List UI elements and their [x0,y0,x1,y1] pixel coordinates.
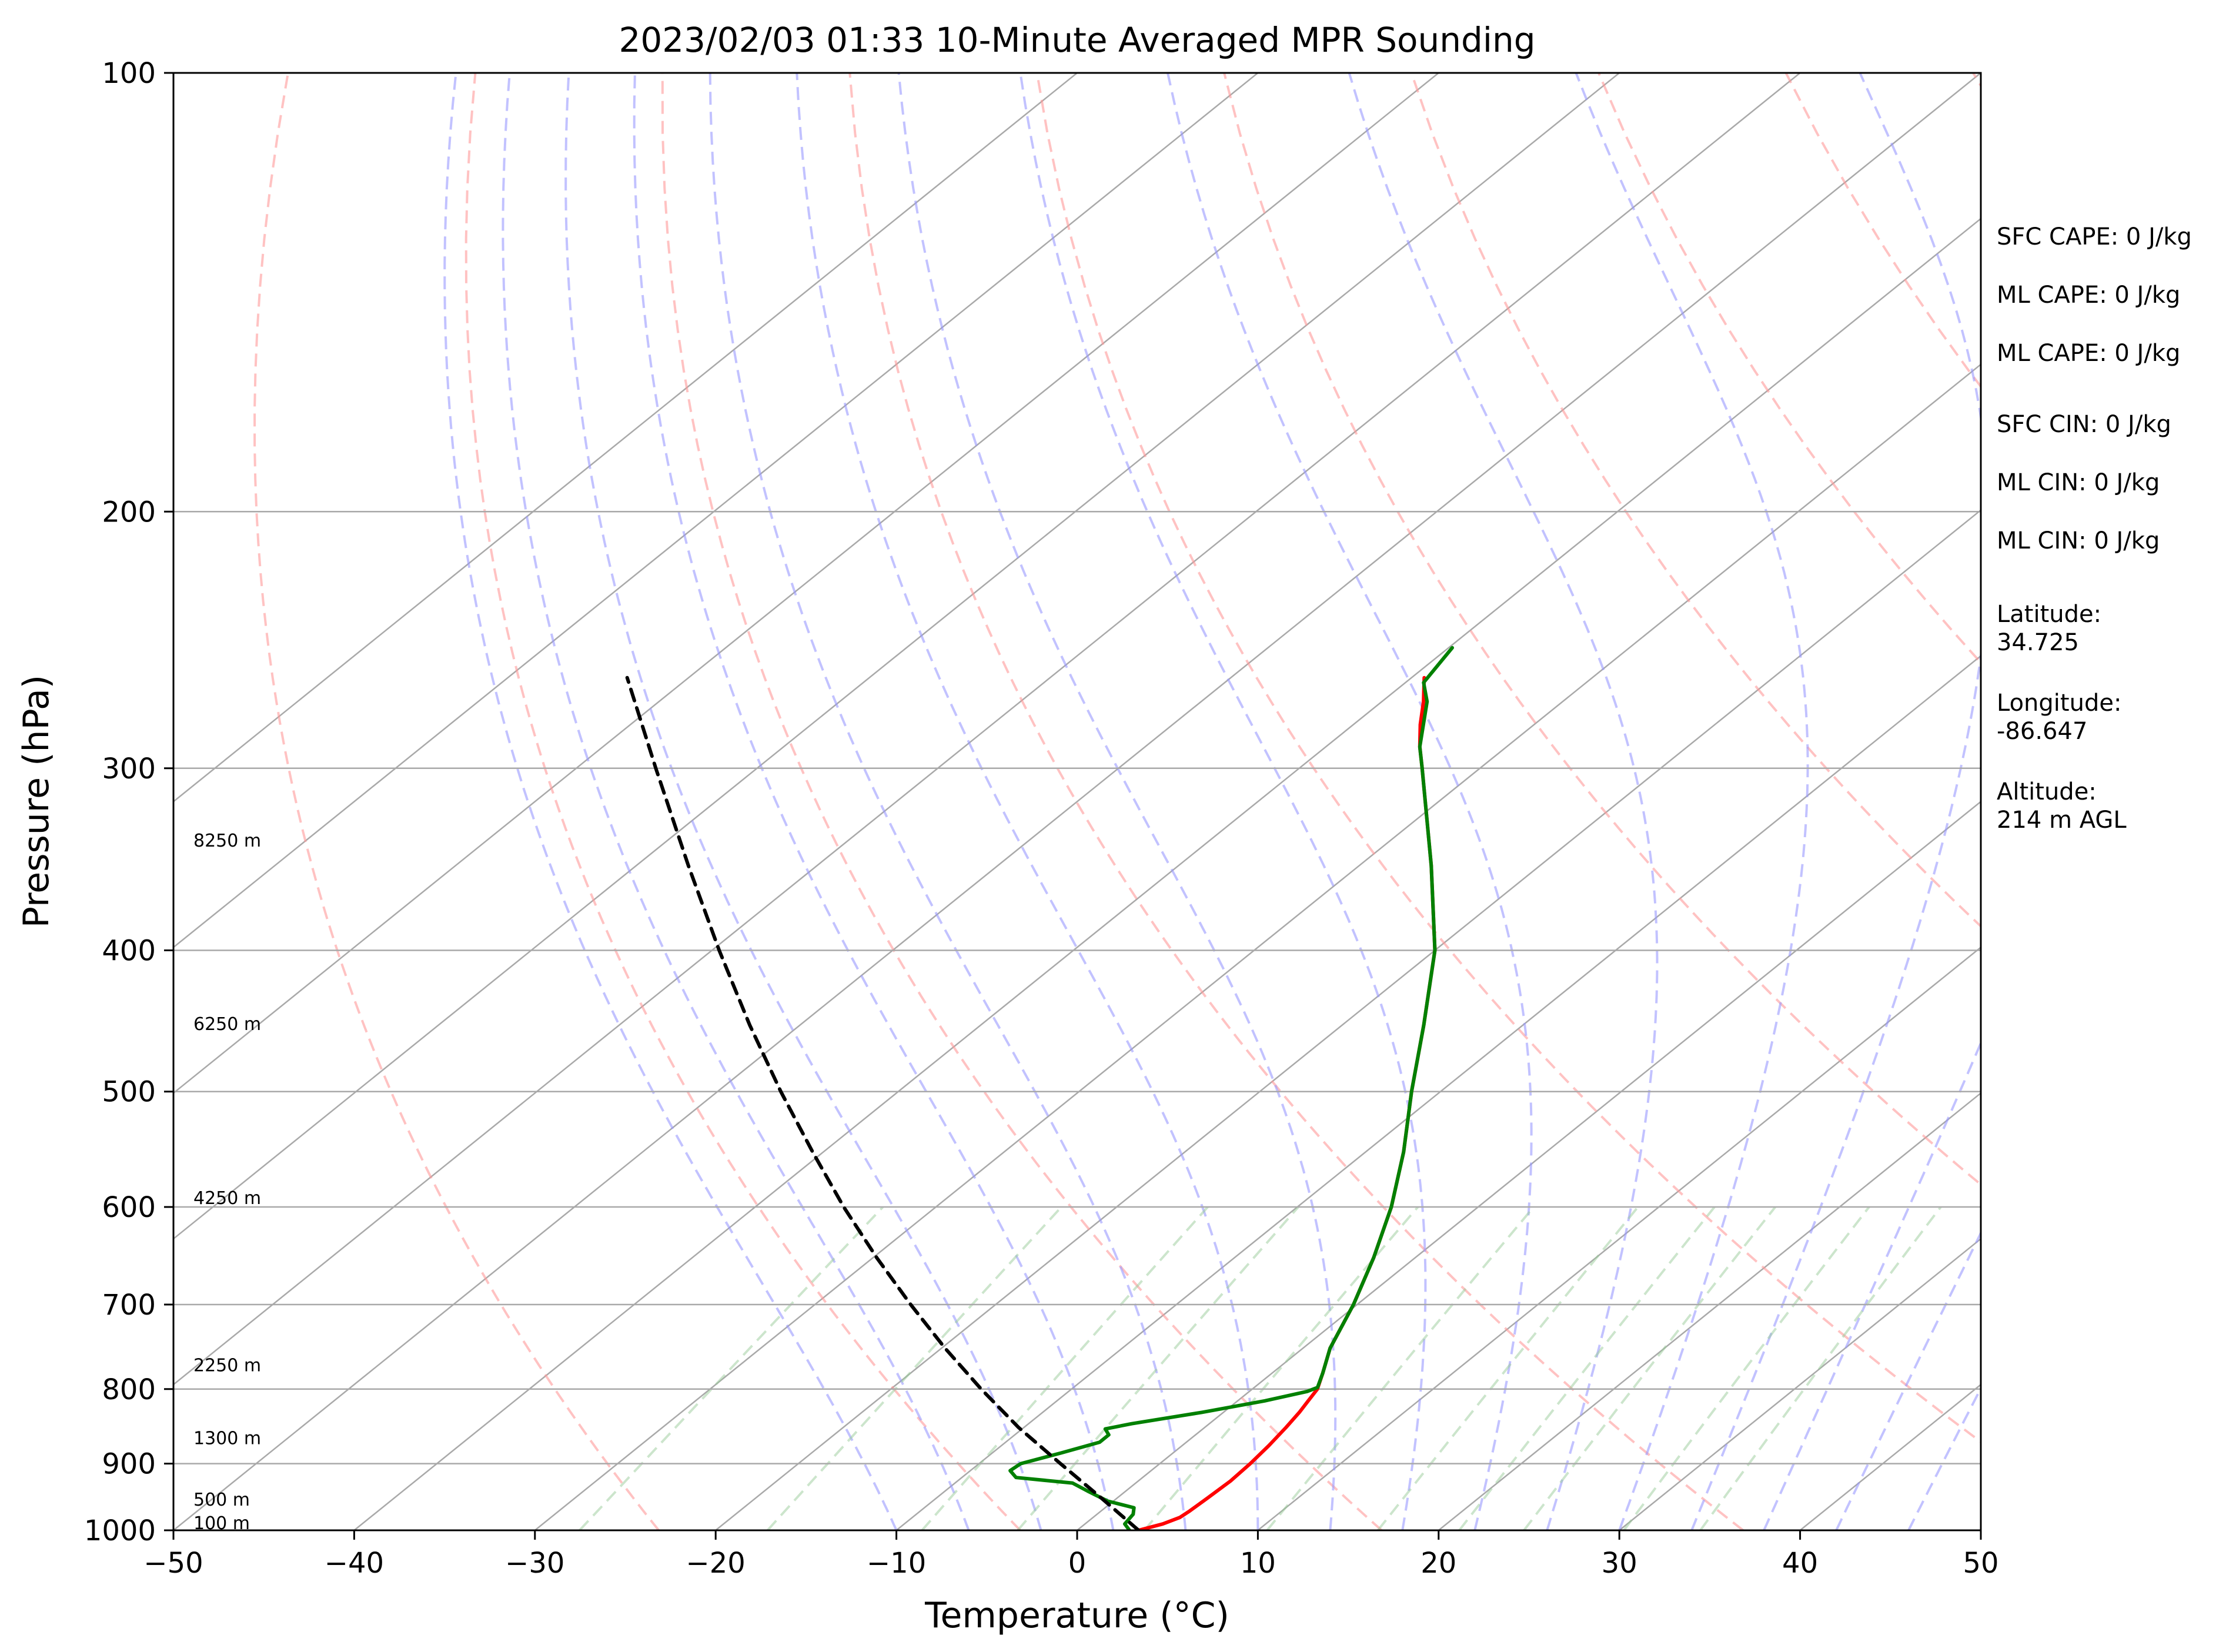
y-tick-label: 900 [102,1448,156,1481]
height-label: 2250 m [193,1356,261,1376]
isotherm-line [173,73,1620,1240]
isotherm-line [353,218,1981,1530]
dry-adiabat-line [464,73,1021,1530]
y-tick-label: 100 [102,57,156,90]
index-label: SFC CIN: 0 J/kg [1997,411,2171,438]
moist-adiabat-line [564,73,1042,1530]
moist-adiabat-line [1575,73,1809,1530]
height-label: 4250 m [193,1188,261,1209]
x-tick-label: −10 [867,1547,926,1580]
isobar-grid [173,73,1981,1530]
y-axis: 1000 900 800 700 600 500 400 300 200 100 [84,57,173,1547]
y-tick-label: 1000 [84,1514,156,1547]
longitude-label: Longitude: [1997,690,2121,717]
isotherm-line [1257,946,1981,1530]
x-tick-label: −20 [686,1547,746,1580]
x-axis: −50 −40 −30 −20 −10 0 10 20 30 40 50 [143,1530,1999,1580]
isotherm-line [715,509,1981,1530]
moist-adiabat-line [633,73,1115,1530]
mixing-ratio-line [1623,1206,1870,1530]
isotherm-line [173,73,1981,1530]
x-tick-label: −40 [325,1547,384,1580]
longitude-value: -86.647 [1997,718,2087,745]
moist-adiabat-line [708,73,1187,1530]
height-label: 500 m [193,1490,250,1510]
x-tick-label: 20 [1421,1547,1456,1580]
y-axis-label: Pressure (hPa) [16,675,57,928]
y-tick-label: 600 [102,1191,156,1224]
dry-adiabat-line [253,73,660,1530]
moist-adiabat-line [1348,73,1659,1530]
isotherm-line [895,654,1981,1530]
dewpoint-line [1008,646,1454,1530]
moist-adiabat-line [1690,73,1981,1530]
y-tick-label: 400 [102,935,156,968]
dry-adiabat-line [1223,73,1981,1186]
x-tick-label: −50 [143,1547,203,1580]
moist-adiabat-line [1167,73,1533,1530]
dry-adiabat-line [1597,73,1981,664]
height-label: 6250 m [193,1014,261,1035]
isotherm-line [173,73,1078,803]
moist-adiabat-line [502,73,970,1530]
moist-adiabat-line [796,73,1259,1530]
x-tick-label: 50 [1963,1547,1998,1580]
moist-adiabat-line [1763,1040,1981,1530]
dry-adiabat-line [848,73,1744,1530]
x-tick-label: 0 [1068,1547,1087,1580]
dry-adiabat-line [1035,73,1981,1443]
isotherm-line [173,73,1801,1386]
moist-adiabat-line [897,73,1337,1530]
isotherm-line [1619,1238,1981,1530]
isotherm-line [1077,800,1981,1530]
index-label: ML CIN: 0 J/kg [1997,527,2160,554]
mixing-ratio-line [1458,1206,1716,1530]
dry-adiabat-line [661,73,1383,1530]
isotherm-line [1438,1092,1981,1530]
height-label: 1300 m [193,1429,261,1449]
isotherm-line [173,73,1259,949]
y-tick-label: 300 [102,753,156,785]
info-panel: SFC CAPE: 0 J/kg ML CAPE: 0 J/kg ML CAPE: … [1997,223,2192,834]
chart-title: 2023/02/03 01:33 10-Minute Averaged MPR … [619,20,1535,60]
x-tick-label: 30 [1602,1547,1637,1580]
index-label: ML CAPE: 0 J/kg [1997,340,2180,367]
parcel-line [625,675,1141,1530]
sounding-traces [625,646,1454,1530]
index-label: SFC CAPE: 0 J/kg [1997,223,2192,250]
index-label: ML CIN: 0 J/kg [1997,469,2160,496]
x-tick-label: 10 [1240,1547,1276,1580]
mixing-ratio-line [1523,1206,1777,1530]
x-axis-label: Temperature (°C) [924,1595,1229,1636]
y-tick-label: 700 [102,1289,156,1322]
y-tick-label: 800 [102,1373,156,1406]
altitude-label: Altitude: [1997,778,2097,805]
y-tick-label: 500 [102,1076,156,1109]
isotherm-line [173,73,1439,1094]
moist-adiabat-line [1019,73,1427,1530]
latitude-label: Latitude: [1997,601,2101,628]
altitude-value: 214 m AGL [1997,807,2127,834]
height-label: 8250 m [193,831,261,851]
isotherm-line [534,363,1981,1530]
x-tick-label: 40 [1782,1547,1818,1580]
x-tick-label: −30 [505,1547,564,1580]
latitude-value: 34.725 [1997,629,2079,656]
y-tick-label: 200 [102,496,156,529]
mixing-ratio-line [579,1206,884,1530]
index-label: ML CAPE: 0 J/kg [1997,282,2180,309]
